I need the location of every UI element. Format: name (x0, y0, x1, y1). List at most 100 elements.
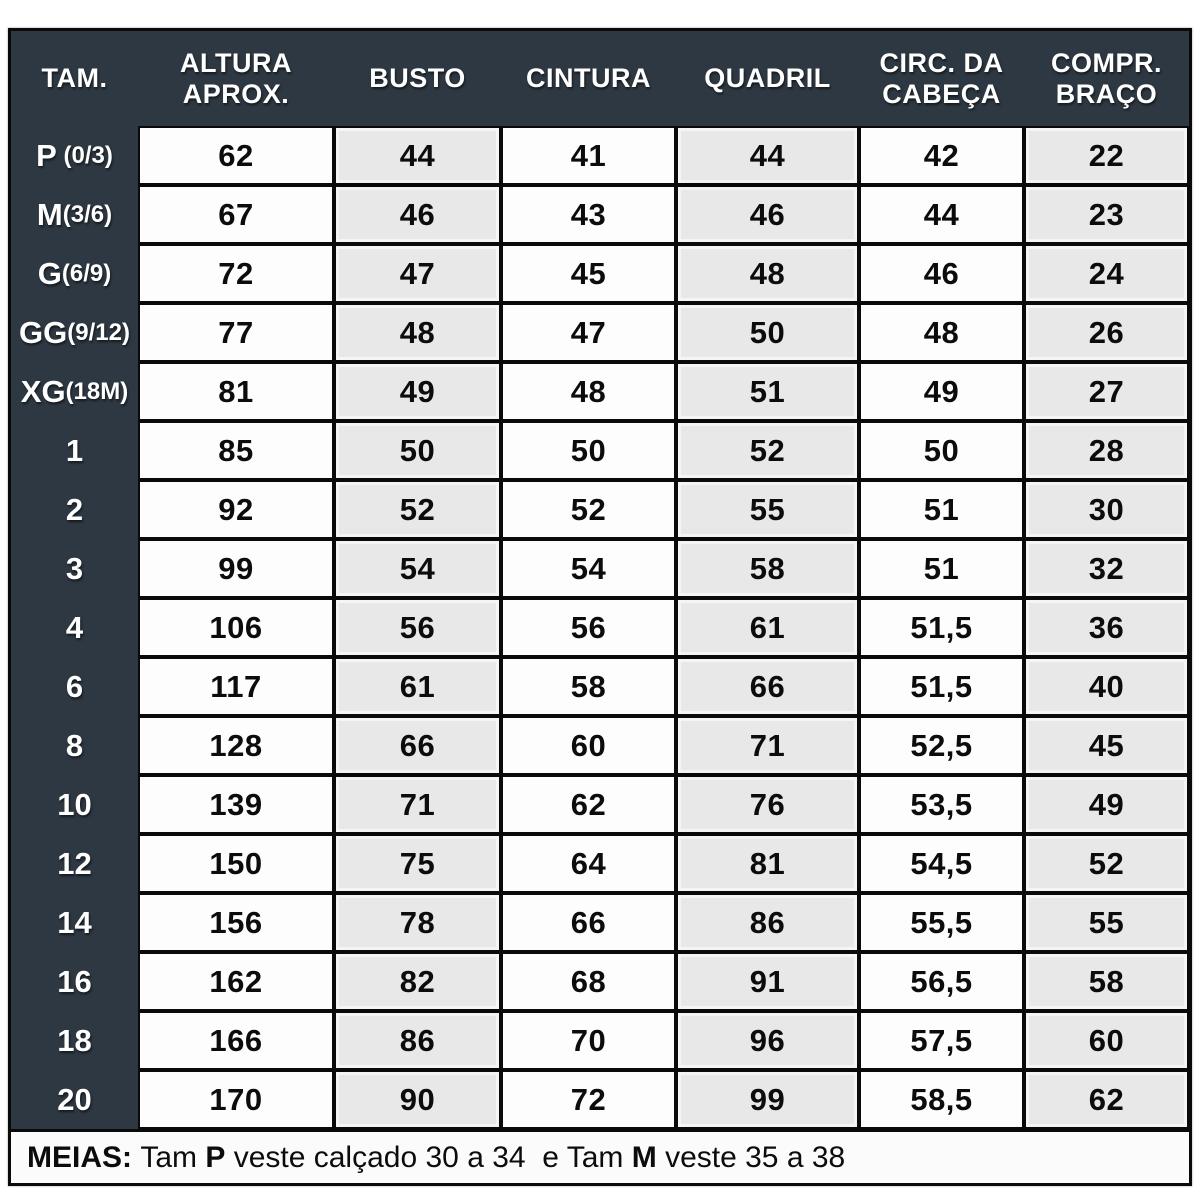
table-cell-quadril: 76 (676, 775, 859, 834)
table-cell-busto: 46 (334, 185, 501, 244)
size-chart-table: TAM. ALTURA APROX. BUSTO CINTURA QUADRIL… (8, 28, 1192, 1186)
size-sub-text: (9/12) (67, 318, 130, 346)
table-cell-cabeca: 48 (859, 303, 1024, 362)
table-cell-braco: 24 (1024, 244, 1189, 303)
size-label: 3 (11, 539, 138, 598)
table-row: 14 156 78 66 86 55,5 55 (11, 893, 1189, 952)
table-cell-altura: 162 (138, 952, 334, 1011)
size-main-text: P (36, 137, 57, 173)
table-cell-braco: 55 (1024, 893, 1189, 952)
size-label: 4 (11, 598, 138, 657)
table-cell-altura: 62 (138, 126, 334, 185)
header-cabeca: CIRC. DA CABEÇA (879, 48, 1004, 109)
table-cell-cintura: 52 (501, 480, 676, 539)
table-cell-altura: 81 (138, 362, 334, 421)
size-label: XG (18M) (11, 362, 138, 421)
size-label: GG (9/12) (11, 303, 138, 362)
table-row: XG (18M) 81 49 48 51 49 27 (11, 362, 1189, 421)
table-row: 1 85 50 50 52 50 28 (11, 421, 1189, 480)
header-tam: TAM. (41, 63, 108, 94)
table-cell-cabeca: 46 (859, 244, 1024, 303)
size-main-text: 20 (57, 1081, 92, 1117)
table-cell-altura: 72 (138, 244, 334, 303)
footer-label: MEIAS: (27, 1140, 132, 1174)
table-row: 4 106 56 56 61 51,5 36 (11, 598, 1189, 657)
size-main-text: G (37, 255, 62, 291)
table-cell-altura: 85 (138, 421, 334, 480)
size-label: 14 (11, 893, 138, 952)
table-cell-quadril: 66 (676, 657, 859, 716)
footer-text: Tam P veste calçado 30 a 34 e Tam M vest… (132, 1140, 846, 1174)
table-cell-braco: 36 (1024, 598, 1189, 657)
size-label: 16 (11, 952, 138, 1011)
table-cell-cabeca: 51,5 (859, 598, 1024, 657)
table-cell-busto: 50 (334, 421, 501, 480)
table-cell-quadril: 71 (676, 716, 859, 775)
table-cell-quadril: 96 (676, 1011, 859, 1070)
table-cell-altura: 117 (138, 657, 334, 716)
table-cell-altura: 170 (138, 1070, 334, 1129)
table-cell-busto: 52 (334, 480, 501, 539)
table-cell-busto: 78 (334, 893, 501, 952)
table-cell-braco: 32 (1024, 539, 1189, 598)
table-cell-quadril: 58 (676, 539, 859, 598)
table-body: P (0/3) 62 44 41 44 42 22 M (3/6) 67 46 4… (11, 126, 1189, 1129)
table-cell-busto: 75 (334, 834, 501, 893)
table-cell-braco: 26 (1024, 303, 1189, 362)
size-label: 1 (11, 421, 138, 480)
table-cell-cabeca: 50 (859, 421, 1024, 480)
table-cell-busto: 90 (334, 1070, 501, 1129)
table-cell-braco: 23 (1024, 185, 1189, 244)
size-main-text: XG (20, 373, 66, 409)
table-cell-quadril: 61 (676, 598, 859, 657)
size-label: 18 (11, 1011, 138, 1070)
table-cell-braco: 52 (1024, 834, 1189, 893)
size-main-text: 3 (65, 550, 84, 586)
table-cell-busto: 47 (334, 244, 501, 303)
table-cell-braco: 45 (1024, 716, 1189, 775)
table-cell-altura: 156 (138, 893, 334, 952)
table-cell-braco: 49 (1024, 775, 1189, 834)
size-sub-text: (6/9) (61, 259, 112, 287)
table-row: 2 92 52 52 55 51 30 (11, 480, 1189, 539)
table-row: 8 128 66 60 71 52,5 45 (11, 716, 1189, 775)
table-cell-quadril: 55 (676, 480, 859, 539)
table-row: 12 150 75 64 81 54,5 52 (11, 834, 1189, 893)
table-cell-cabeca: 53,5 (859, 775, 1024, 834)
table-cell-altura: 106 (138, 598, 334, 657)
table-row: 20 170 90 72 99 58,5 62 (11, 1070, 1189, 1129)
size-label: 8 (11, 716, 138, 775)
size-sub-text: (18M) (65, 377, 129, 405)
table-cell-quadril: 99 (676, 1070, 859, 1129)
header-cintura: CINTURA (526, 63, 651, 94)
size-label: P (0/3) (11, 126, 138, 185)
table-cell-cabeca: 44 (859, 185, 1024, 244)
table-cell-braco: 28 (1024, 421, 1189, 480)
header-altura: ALTURA APROX. (180, 48, 292, 109)
table-cell-cabeca: 42 (859, 126, 1024, 185)
table-cell-quadril: 51 (676, 362, 859, 421)
table-cell-altura: 139 (138, 775, 334, 834)
header-braco: COMPR. BRAÇO (1051, 48, 1162, 109)
table-row: GG (9/12) 77 48 47 50 48 26 (11, 303, 1189, 362)
size-main-text: 12 (57, 845, 92, 881)
size-label: 6 (11, 657, 138, 716)
size-label: 12 (11, 834, 138, 893)
table-cell-cabeca: 55,5 (859, 893, 1024, 952)
table-cell-cintura: 70 (501, 1011, 676, 1070)
header-quadril: QUADRIL (704, 63, 831, 94)
size-main-text: M (36, 196, 63, 232)
table-cell-cabeca: 49 (859, 362, 1024, 421)
table-cell-busto: 66 (334, 716, 501, 775)
table-cell-altura: 77 (138, 303, 334, 362)
table-cell-altura: 92 (138, 480, 334, 539)
size-label: M (3/6) (11, 185, 138, 244)
table-row: 10 139 71 62 76 53,5 49 (11, 775, 1189, 834)
table-cell-cintura: 58 (501, 657, 676, 716)
table-cell-braco: 62 (1024, 1070, 1189, 1129)
size-main-text: 1 (65, 432, 84, 468)
footer-note: MEIAS: Tam P veste calçado 30 a 34 e Tam… (11, 1129, 1189, 1183)
table-cell-cabeca: 52,5 (859, 716, 1024, 775)
table-header-row: TAM. ALTURA APROX. BUSTO CINTURA QUADRIL… (11, 31, 1189, 126)
table-cell-busto: 61 (334, 657, 501, 716)
